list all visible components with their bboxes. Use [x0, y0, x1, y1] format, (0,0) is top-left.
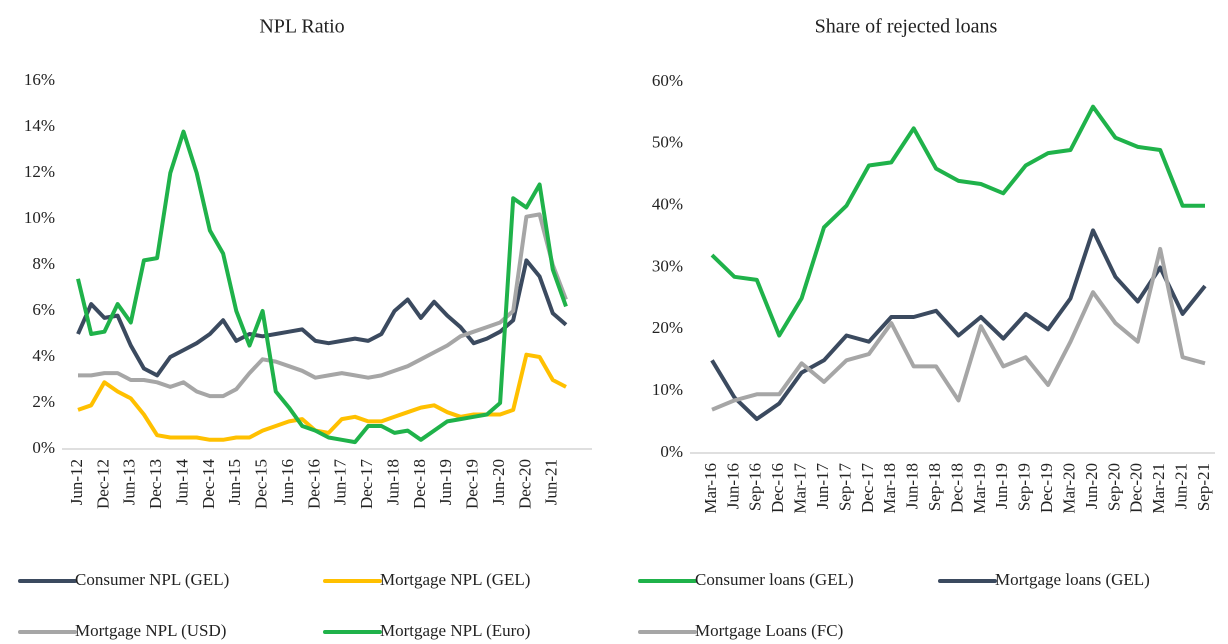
- y-tick-label: 0%: [32, 438, 55, 457]
- x-tick-label: Dec-17: [357, 459, 376, 510]
- x-tick-label: Dec-16: [304, 459, 323, 509]
- x-tick-label: Dec-20: [515, 459, 534, 509]
- x-tick-label: Sep-19: [1015, 463, 1034, 511]
- series-line: [710, 228, 1207, 421]
- chart-title: Share of rejected loans: [815, 16, 998, 38]
- x-tick-label: Dec-16: [768, 463, 787, 513]
- series-line: [77, 352, 567, 442]
- y-tick-label: 0%: [660, 442, 683, 461]
- x-tick-label: Mar-21: [1149, 463, 1168, 514]
- x-tick-label: Jun-13: [120, 459, 139, 505]
- x-tick-label: Mar-19: [970, 463, 989, 514]
- x-tick-label: Jun-20: [489, 459, 508, 505]
- y-tick-label: 4%: [32, 346, 55, 365]
- x-tick-label: Jun-21: [1172, 463, 1191, 509]
- y-tick-label: 20%: [652, 318, 683, 337]
- x-tick-label: Jun-17: [813, 463, 832, 510]
- y-tick-label: 8%: [32, 254, 55, 273]
- x-tick-label: Mar-17: [791, 463, 810, 514]
- legend-label: Mortgage NPL (Euro): [380, 621, 530, 640]
- x-tick-label: Mar-18: [880, 463, 899, 514]
- y-tick-label: 16%: [24, 70, 55, 89]
- x-tick-label: Jun-18: [903, 463, 922, 509]
- y-tick-label: 14%: [24, 116, 55, 135]
- y-tick-label: 10%: [24, 208, 55, 227]
- legend-label: Consumer NPL (GEL): [75, 570, 229, 589]
- chart-title: NPL Ratio: [259, 16, 344, 38]
- legend-label: Mortgage NPL (USD): [75, 621, 226, 640]
- x-tick-label: Dec-15: [252, 459, 271, 509]
- x-tick-label: Sep-18: [925, 463, 944, 511]
- series-line: [710, 104, 1205, 338]
- x-tick-label: Jun-12: [67, 459, 86, 505]
- x-tick-label: Jun-18: [383, 459, 402, 505]
- x-tick-label: Dec-19: [463, 459, 482, 509]
- x-tick-label: Jun-21: [542, 459, 561, 505]
- series-line: [76, 129, 568, 445]
- x-tick-label: Dec-12: [93, 459, 112, 509]
- x-tick-label: Jun-20: [1082, 463, 1101, 509]
- y-tick-label: 50%: [652, 133, 683, 152]
- y-tick-label: 2%: [32, 392, 55, 411]
- legend-label: Mortgage Loans (FC): [695, 621, 843, 640]
- x-tick-label: Jun-17: [331, 459, 350, 506]
- x-tick-label: Jun-14: [172, 459, 191, 506]
- x-tick-label: Sep-21: [1194, 463, 1213, 511]
- x-tick-label: Dec-14: [199, 459, 218, 510]
- x-tick-label: Jun-15: [225, 459, 244, 505]
- x-tick-label: Mar-20: [1059, 463, 1078, 514]
- x-tick-label: Dec-18: [410, 459, 429, 509]
- y-tick-label: 60%: [652, 71, 683, 90]
- y-tick-label: 6%: [32, 300, 55, 319]
- x-tick-label: Jun-19: [992, 463, 1011, 509]
- x-tick-label: Dec-18: [947, 463, 966, 513]
- y-tick-label: 40%: [652, 195, 683, 214]
- legend-label: Consumer loans (GEL): [695, 570, 854, 589]
- x-tick-label: Dec-20: [1127, 463, 1146, 513]
- series-line: [76, 258, 568, 378]
- x-tick-label: Sep-17: [835, 463, 854, 512]
- x-tick-label: Dec-13: [146, 459, 165, 509]
- legend-label: Mortgage NPL (GEL): [380, 570, 530, 589]
- x-tick-label: Dec-19: [1037, 463, 1056, 513]
- series-line: [711, 246, 1206, 412]
- x-tick-label: Sep-20: [1104, 463, 1123, 511]
- series-line: [78, 212, 568, 399]
- y-tick-label: 12%: [24, 162, 55, 181]
- x-tick-label: Jun-16: [278, 459, 297, 505]
- x-tick-label: Jun-19: [436, 459, 455, 505]
- x-tick-label: Dec-17: [858, 463, 877, 514]
- x-tick-label: Mar-16: [701, 463, 720, 514]
- legend-label: Mortgage loans (GEL): [995, 570, 1150, 589]
- y-tick-label: 30%: [652, 256, 683, 275]
- x-tick-label: Sep-16: [746, 463, 765, 511]
- y-tick-label: 10%: [652, 380, 683, 399]
- x-tick-label: Jun-16: [723, 463, 742, 509]
